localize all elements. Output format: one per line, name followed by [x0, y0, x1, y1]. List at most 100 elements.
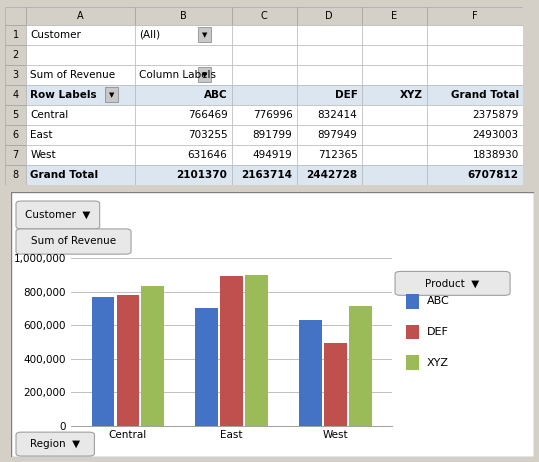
- Bar: [362, 7, 426, 24]
- Bar: [135, 65, 232, 85]
- Text: 6707812: 6707812: [468, 170, 519, 180]
- Bar: [296, 7, 362, 24]
- Text: 6: 6: [13, 130, 19, 140]
- Text: 3: 3: [13, 70, 19, 80]
- Text: F: F: [472, 11, 478, 21]
- Bar: [296, 145, 362, 165]
- Text: 2442728: 2442728: [306, 170, 357, 180]
- Bar: [26, 45, 135, 65]
- Bar: [324, 343, 347, 426]
- Text: West: West: [30, 150, 56, 160]
- Bar: [5, 145, 26, 165]
- Bar: [296, 165, 362, 185]
- FancyBboxPatch shape: [16, 229, 131, 254]
- Bar: [141, 286, 164, 426]
- Bar: [232, 165, 296, 185]
- Text: 897949: 897949: [317, 130, 357, 140]
- Bar: [232, 85, 296, 105]
- Bar: [5, 25, 26, 45]
- Text: 631646: 631646: [188, 150, 227, 160]
- Bar: [26, 105, 135, 125]
- Text: 703255: 703255: [188, 130, 227, 140]
- Bar: [5, 105, 26, 125]
- Text: 2375879: 2375879: [472, 110, 519, 120]
- Bar: [5, 165, 26, 185]
- Bar: [426, 85, 523, 105]
- Bar: [362, 45, 426, 65]
- Bar: [5, 65, 26, 85]
- Bar: [232, 25, 296, 45]
- Bar: [198, 67, 211, 82]
- Text: XYZ: XYZ: [426, 358, 448, 368]
- Text: B: B: [180, 11, 187, 21]
- Bar: [220, 276, 243, 426]
- Bar: [232, 45, 296, 65]
- Bar: [26, 25, 135, 45]
- Text: 2163714: 2163714: [241, 170, 293, 180]
- Text: 494919: 494919: [253, 150, 293, 160]
- Bar: [232, 105, 296, 125]
- Bar: [232, 145, 296, 165]
- Text: ABC: ABC: [204, 90, 227, 100]
- Bar: [405, 324, 419, 339]
- Bar: [26, 165, 135, 185]
- FancyBboxPatch shape: [395, 272, 510, 295]
- Text: Customer  ▼: Customer ▼: [25, 210, 91, 220]
- Bar: [135, 85, 232, 105]
- Bar: [362, 105, 426, 125]
- Text: C: C: [261, 11, 267, 21]
- Bar: [135, 25, 232, 45]
- Bar: [362, 145, 426, 165]
- Text: A: A: [78, 11, 84, 21]
- Text: Central: Central: [30, 110, 68, 120]
- Bar: [426, 7, 523, 24]
- Bar: [296, 105, 362, 125]
- Bar: [5, 7, 26, 24]
- Text: Customer: Customer: [30, 30, 81, 40]
- Bar: [362, 25, 426, 45]
- Text: 4: 4: [13, 90, 19, 100]
- Bar: [135, 105, 232, 125]
- FancyBboxPatch shape: [16, 201, 100, 229]
- Text: Sum of Revenue: Sum of Revenue: [30, 70, 115, 80]
- Bar: [135, 45, 232, 65]
- Bar: [426, 165, 523, 185]
- Text: DEF: DEF: [335, 90, 357, 100]
- Bar: [296, 85, 362, 105]
- Bar: [135, 165, 232, 185]
- Bar: [92, 297, 114, 426]
- Text: Row Labels: Row Labels: [30, 90, 97, 100]
- Bar: [26, 7, 135, 24]
- Bar: [362, 165, 426, 185]
- Bar: [426, 45, 523, 65]
- Bar: [426, 65, 523, 85]
- Text: 7: 7: [12, 150, 19, 160]
- Bar: [116, 296, 140, 426]
- Text: Sum of Revenue: Sum of Revenue: [31, 237, 116, 246]
- Bar: [405, 355, 419, 370]
- Text: 832414: 832414: [317, 110, 357, 120]
- Text: XYZ: XYZ: [399, 90, 423, 100]
- Text: 891799: 891799: [253, 130, 293, 140]
- Text: 8: 8: [13, 170, 19, 180]
- Text: East: East: [30, 130, 53, 140]
- Text: ▼: ▼: [108, 92, 114, 98]
- Bar: [26, 85, 135, 105]
- Bar: [296, 45, 362, 65]
- Bar: [426, 125, 523, 145]
- Text: 712365: 712365: [317, 150, 357, 160]
- Text: 1: 1: [13, 30, 19, 40]
- Text: Product  ▼: Product ▼: [425, 279, 480, 288]
- Bar: [362, 85, 426, 105]
- Text: 766469: 766469: [188, 110, 227, 120]
- Bar: [349, 306, 372, 426]
- Text: 5: 5: [12, 110, 19, 120]
- Bar: [195, 308, 218, 426]
- Bar: [426, 145, 523, 165]
- Text: (All): (All): [140, 30, 161, 40]
- Bar: [232, 65, 296, 85]
- Text: 2101370: 2101370: [177, 170, 227, 180]
- Bar: [26, 145, 135, 165]
- Text: ▼: ▼: [202, 32, 207, 38]
- Bar: [426, 105, 523, 125]
